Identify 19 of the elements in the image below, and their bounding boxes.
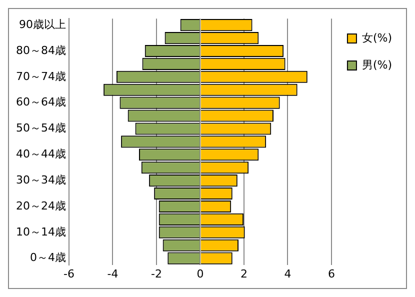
y-tick-label: 60～64歳 bbox=[16, 96, 66, 109]
y-tick-label: 50～54歳 bbox=[16, 122, 66, 135]
y-tick-label: 90歳以上 bbox=[18, 18, 66, 31]
legend-label: 女(%) bbox=[362, 31, 392, 44]
y-tick-label: 40～44歳 bbox=[16, 148, 66, 161]
y-tick-label: 0～4歳 bbox=[30, 251, 66, 264]
x-tick-label: 4 bbox=[284, 267, 292, 280]
legend-label: 男(%) bbox=[362, 58, 392, 72]
y-tick-label: 80～84歳 bbox=[16, 44, 66, 57]
x-tick-label: 0 bbox=[196, 267, 204, 280]
y-tick-label: 10～14歳 bbox=[16, 225, 66, 238]
x-tick-label: 6 bbox=[328, 267, 335, 280]
x-tick-label: -2 bbox=[151, 267, 162, 280]
y-tick-label: 20～24歳 bbox=[16, 199, 66, 212]
x-tick-label: 2 bbox=[240, 267, 248, 280]
x-tick-label: -4 bbox=[107, 267, 118, 280]
x-tick-label: -6 bbox=[64, 267, 74, 280]
y-tick-label: 70～74歳 bbox=[16, 70, 66, 83]
y-tick-label: 30～34歳 bbox=[16, 173, 66, 186]
